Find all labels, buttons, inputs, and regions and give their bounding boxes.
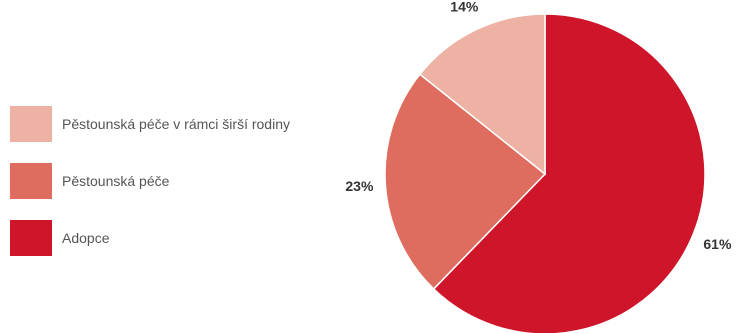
legend-swatch-pestounska-pece [10, 163, 52, 199]
data-label-pestounska-pece-sirsi-rodina: 14% [450, 0, 479, 14]
legend-item-adopce: Adopce [10, 220, 340, 256]
chart-legend: Pěstounská péče v rámci širší rodiny Pěs… [10, 106, 340, 277]
legend-label-pestounska-pece: Pěstounská péče [62, 173, 170, 189]
legend-item-pestounska-pece-sirsi-rodina: Pěstounská péče v rámci širší rodiny [10, 106, 340, 142]
pie-slice-pestounska-pece-sirsi-rodina [418, 13, 546, 176]
legend-item-pestounska-pece: Pěstounská péče [10, 163, 340, 199]
legend-label-adopce: Adopce [62, 230, 110, 246]
data-label-pestounska-pece: 23% [345, 178, 374, 194]
pie-slice-adopce [432, 13, 706, 333]
pie-slice-pestounska-pece [384, 73, 547, 291]
legend-label-pestounska-pece-sirsi-rodina: Pěstounská péče v rámci širší rodiny [62, 116, 290, 132]
legend-swatch-adopce [10, 220, 52, 256]
data-label-adopce: 61% [703, 236, 732, 252]
legend-swatch-pestounska-pece-sirsi-rodina [10, 106, 52, 142]
